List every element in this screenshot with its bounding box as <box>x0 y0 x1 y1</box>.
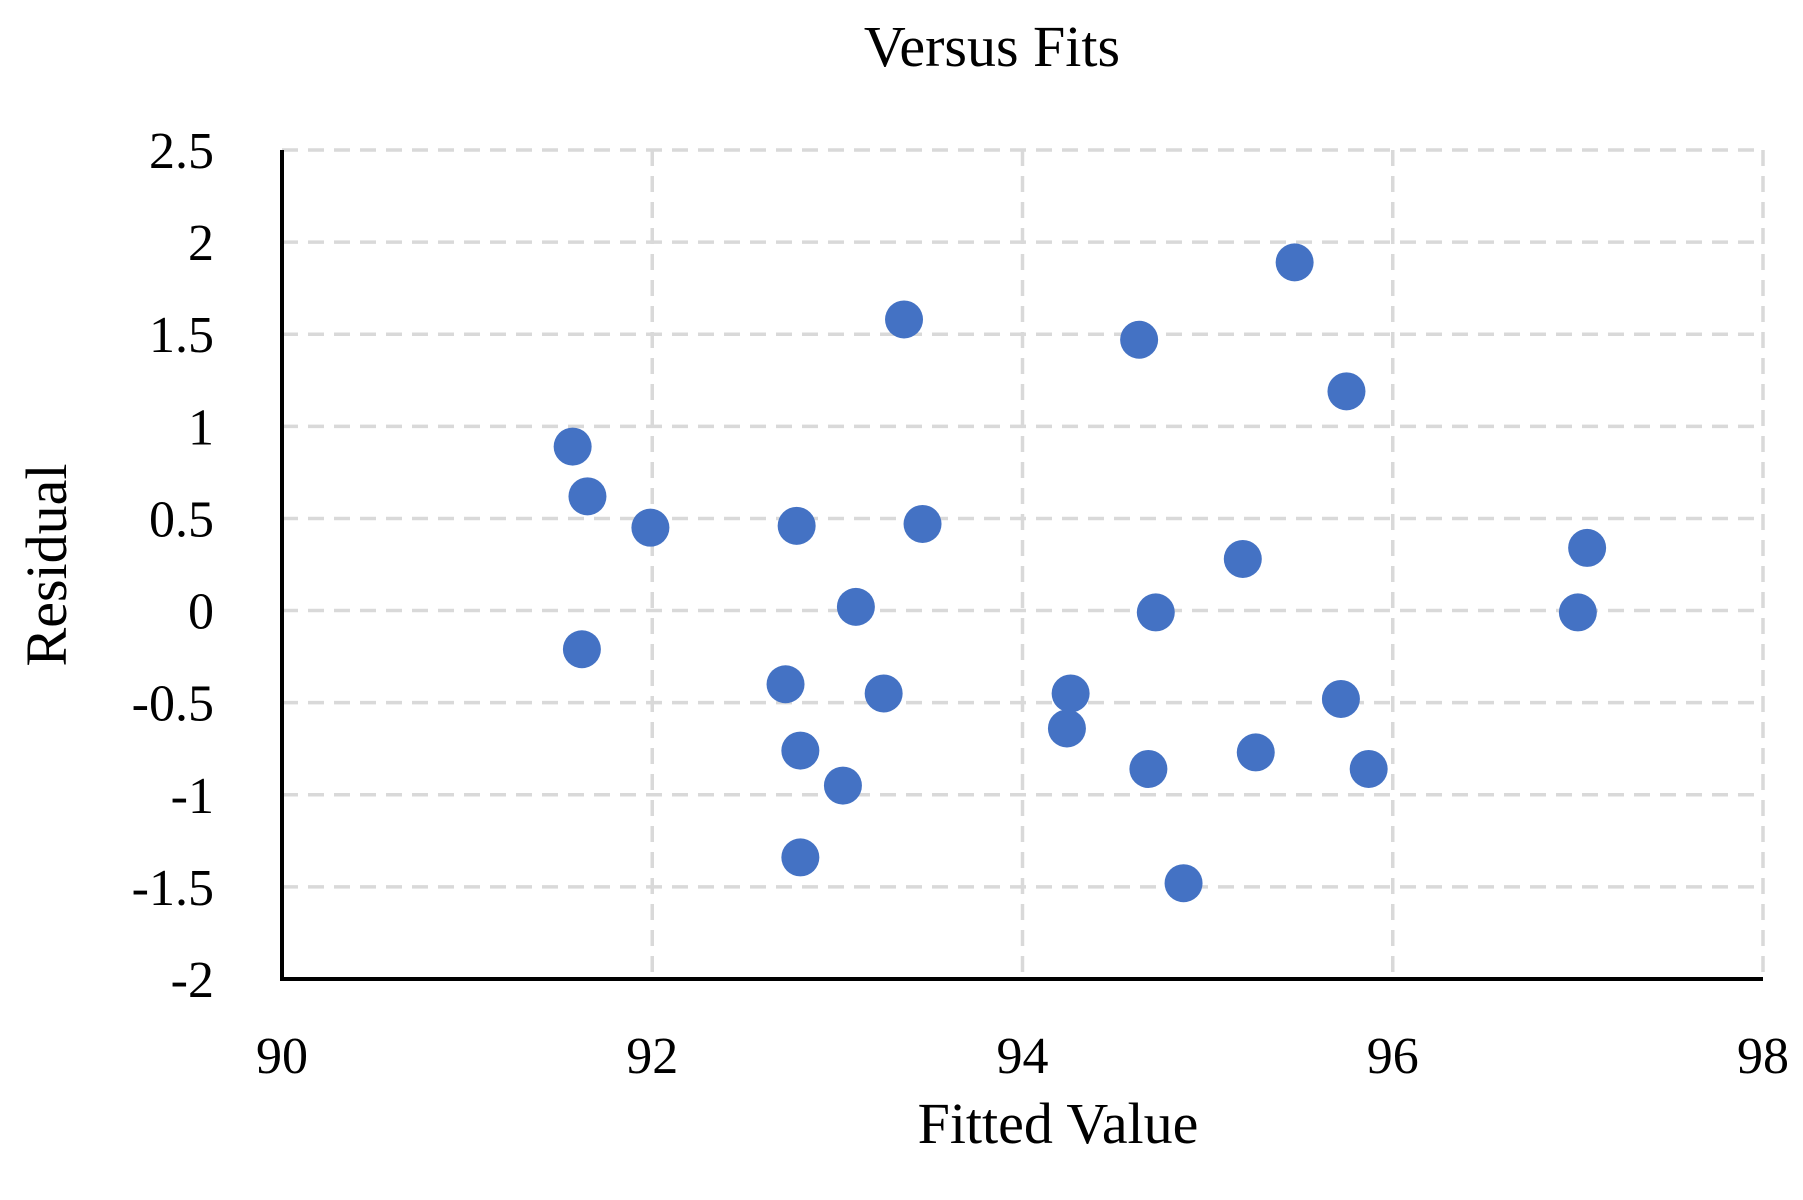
y-tick-label: 2 <box>188 215 214 272</box>
y-tick-label: 0 <box>188 584 214 641</box>
y-tick-label: 1.5 <box>149 307 214 364</box>
scatter-point <box>1327 372 1366 411</box>
x-tick-labels: 90 92 94 96 98 <box>256 1028 1789 1085</box>
scatter-point <box>1275 243 1314 282</box>
axes <box>280 150 1763 981</box>
scatter-point <box>1136 593 1175 632</box>
scatter-point <box>1568 528 1607 567</box>
scatter-point <box>1236 733 1275 772</box>
scatter-point <box>1051 674 1090 713</box>
data-points <box>553 243 1607 903</box>
gridlines <box>282 148 1765 979</box>
scatter-point <box>836 587 875 626</box>
scatter-point <box>1120 320 1159 359</box>
scatter-point <box>1321 679 1360 718</box>
y-tick-label: -1 <box>171 768 214 825</box>
y-axis-label: Residual <box>14 464 79 667</box>
y-tick-label: -2 <box>171 952 214 1009</box>
scatter-point <box>553 427 592 466</box>
scatter-point <box>781 838 820 877</box>
scatter-point <box>1223 539 1262 578</box>
scatter-point <box>781 731 820 770</box>
y-tick-label: -0.5 <box>132 676 214 733</box>
scatter-point <box>631 508 670 547</box>
scatter-point <box>1047 709 1086 748</box>
scatter-point <box>823 766 862 805</box>
scatter-point <box>864 674 903 713</box>
chart-title: Versus Fits <box>864 14 1120 79</box>
scatter-point <box>1558 593 1597 632</box>
scatter-point <box>562 630 601 669</box>
scatter-point <box>885 300 924 339</box>
y-tick-label: 0.5 <box>149 491 214 548</box>
y-tick-label: 2.5 <box>149 123 214 180</box>
x-tick-label: 94 <box>997 1028 1049 1085</box>
scatter-point <box>1349 749 1388 788</box>
x-tick-label: 92 <box>626 1028 678 1085</box>
x-tick-label: 90 <box>256 1028 308 1085</box>
scatter-point <box>766 665 805 704</box>
y-tick-label: 1 <box>188 399 214 456</box>
x-tick-label: 96 <box>1367 1028 1419 1085</box>
scatter-point <box>777 506 816 545</box>
y-tick-label: -1.5 <box>132 860 214 917</box>
scatter-point <box>568 477 607 516</box>
scatter-point <box>903 504 942 543</box>
x-tick-label: 98 <box>1737 1028 1789 1085</box>
x-axis-label: Fitted Value <box>918 1091 1199 1156</box>
scatter-point <box>1129 749 1168 788</box>
scatter-point <box>1164 864 1203 903</box>
y-tick-labels: -2 -1.5 -1 -0.5 0 0.5 1 1.5 2 2.5 <box>132 123 214 1009</box>
